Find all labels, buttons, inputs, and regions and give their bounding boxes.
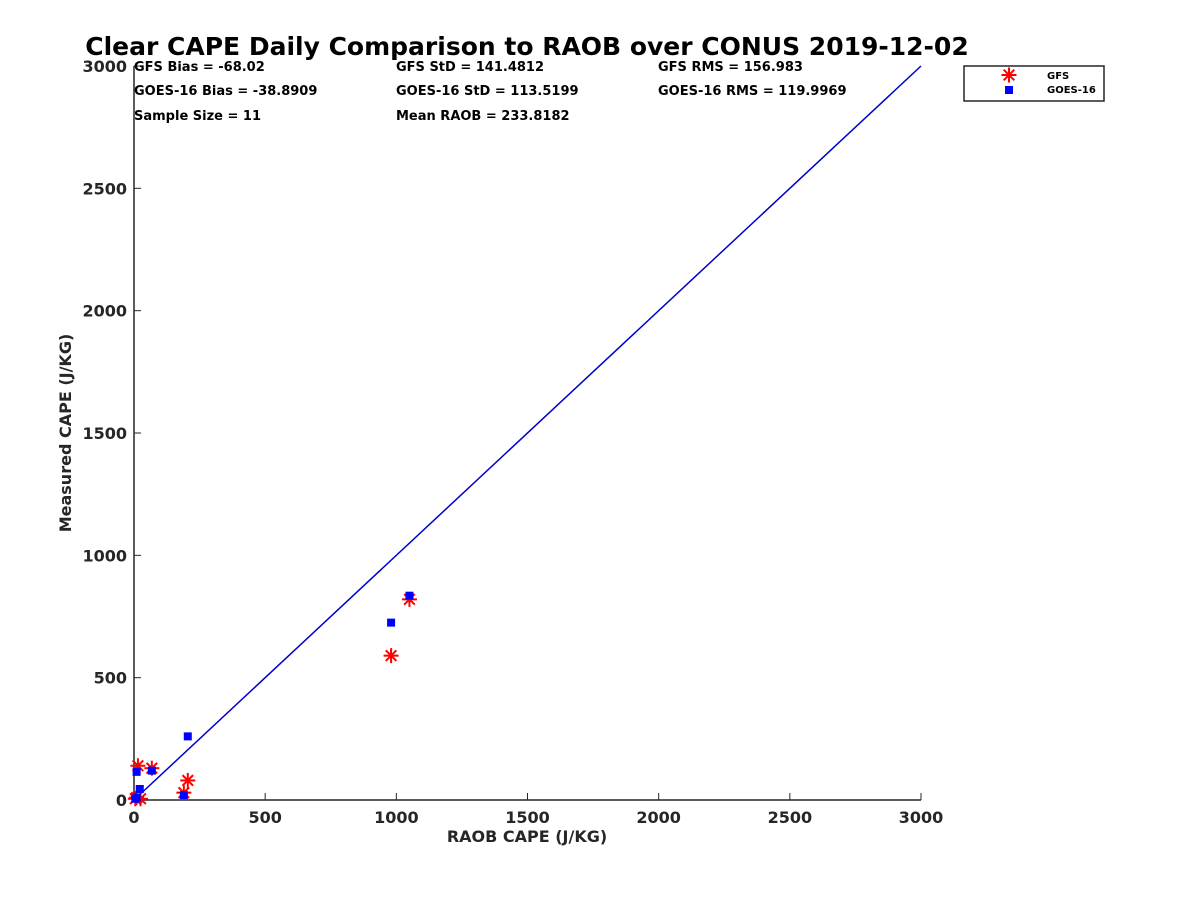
reference-line bbox=[133, 65, 922, 801]
legend-goes-symbol bbox=[1005, 86, 1013, 94]
legend: GFS GOES-16 bbox=[963, 65, 1105, 102]
legend-gfs-marker bbox=[1001, 67, 1017, 83]
legend-gfs-label: GFS bbox=[1047, 71, 1069, 82]
goes16-point bbox=[135, 784, 144, 793]
legend-box bbox=[963, 65, 1105, 102]
y-tick-label: 2500 bbox=[82, 179, 127, 198]
goes16-point bbox=[179, 791, 188, 800]
goes16-point bbox=[387, 618, 396, 627]
reference-line-layer bbox=[133, 65, 922, 801]
x-tick-label: 2500 bbox=[768, 808, 813, 827]
stat-gfs-rms: GFS RMS = 156.983 bbox=[658, 60, 803, 75]
goes16-point bbox=[183, 732, 192, 741]
legend-goes-label: GOES-16 bbox=[1047, 85, 1096, 96]
legend-goes-marker bbox=[1005, 86, 1013, 94]
stat-sample-size: Sample Size = 11 bbox=[134, 109, 261, 124]
gfs-point-stroke bbox=[181, 774, 194, 787]
goes16-point bbox=[132, 767, 141, 776]
gfs-point-stroke bbox=[385, 649, 398, 662]
x-ticks: 0 500 1000 1500 2000 2500 3000 bbox=[128, 793, 943, 827]
data-points-layer bbox=[127, 591, 417, 807]
stat-goes-rms: GOES-16 RMS = 119.9969 bbox=[658, 84, 847, 99]
x-tick-label: 1500 bbox=[505, 808, 550, 827]
legend-gfs-symbol-stroke bbox=[1002, 68, 1016, 82]
y-tick-label: 0 bbox=[116, 791, 127, 810]
x-tick-label: 2000 bbox=[636, 808, 681, 827]
y-tick-label: 1000 bbox=[82, 546, 127, 565]
goes16-point bbox=[147, 766, 156, 775]
x-tick-label: 0 bbox=[128, 808, 139, 827]
stat-mean-raob: Mean RAOB = 233.8182 bbox=[396, 109, 570, 124]
stat-goes-bias: GOES-16 Bias = -38.8909 bbox=[134, 84, 317, 99]
legend-gfs-symbol bbox=[1001, 67, 1017, 83]
y-tick-label: 2000 bbox=[82, 302, 127, 321]
stat-gfs-bias: GFS Bias = -68.02 bbox=[134, 60, 265, 75]
chart-title: Clear CAPE Daily Comparison to RAOB over… bbox=[85, 32, 968, 61]
gfs-point bbox=[383, 648, 399, 664]
y-axis-label: Measured CAPE (J/KG) bbox=[56, 334, 75, 533]
y-tick-label: 1500 bbox=[82, 424, 127, 443]
gfs-point bbox=[180, 772, 196, 788]
x-axis-label: RAOB CAPE (J/KG) bbox=[447, 827, 607, 846]
x-tick-label: 3000 bbox=[899, 808, 944, 827]
goes16-point bbox=[405, 591, 414, 600]
x-tick-label: 500 bbox=[248, 808, 281, 827]
x-tick-label: 1000 bbox=[374, 808, 419, 827]
y-tick-label: 500 bbox=[94, 669, 127, 688]
goes16-point bbox=[132, 793, 141, 802]
statistics-block: GFS Bias = -68.02 GFS StD = 141.4812 GFS… bbox=[134, 60, 847, 124]
stat-goes-std: GOES-16 StD = 113.5199 bbox=[396, 84, 579, 99]
y-tick-label: 3000 bbox=[82, 57, 127, 76]
stat-gfs-std: GFS StD = 141.4812 bbox=[396, 60, 544, 75]
y-ticks: 0 500 1000 1500 2000 2500 3000 bbox=[82, 57, 141, 810]
